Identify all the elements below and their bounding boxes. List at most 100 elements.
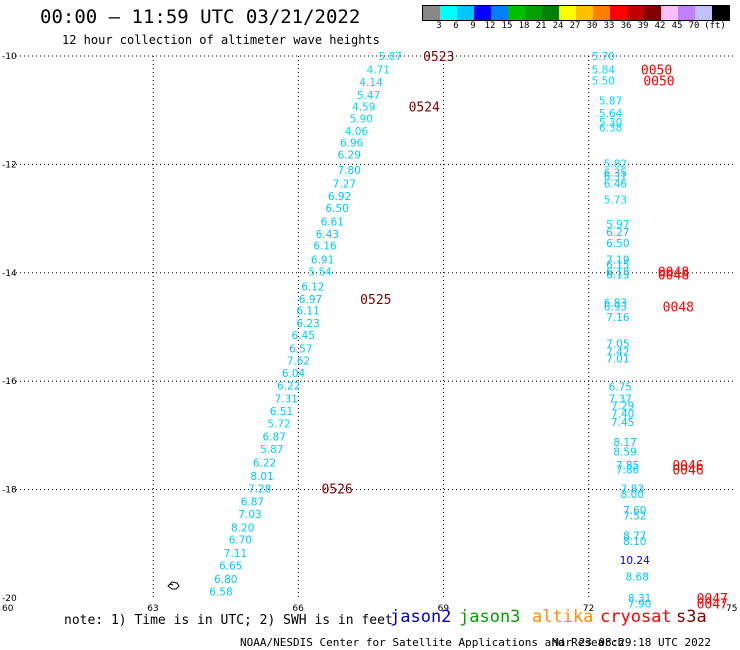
x-axis-label: 60 [2, 604, 14, 614]
color-swatch [542, 6, 559, 20]
wave-height-value: 6.29 [338, 150, 361, 162]
color-scale-tick: 70 [688, 21, 700, 31]
wave-height-value: 6.87 [263, 431, 286, 443]
wave-height-value: 6.45 [292, 330, 315, 342]
wave-height-value: 6.50 [325, 203, 348, 215]
color-swatch [440, 6, 457, 20]
legend-entry-altika: altika [532, 607, 594, 627]
color-swatch [491, 6, 508, 20]
color-scale-tick: 45 [671, 21, 683, 31]
legend-entry-s3a: s3a [676, 607, 707, 627]
wave-height-value: 7.27 [333, 178, 356, 190]
wave-height-value: 6.61 [321, 216, 344, 228]
y-axis-label: -20 [2, 594, 17, 604]
wave-height-value: 5.70 [592, 51, 615, 63]
legend-entry-jason3: jason3 [459, 607, 521, 627]
wave-height-value: 7.05 [606, 338, 629, 350]
wave-height-value: 7.01 [606, 353, 629, 365]
page-title: 00:00 – 11:59 UTC 03/21/2022 [40, 6, 361, 28]
wave-height-value: 6.18 [606, 267, 629, 279]
pass-time-label: 0047 [697, 597, 728, 612]
wave-height-value: 7.29 [611, 401, 634, 413]
x-axis-label: 75 [726, 604, 737, 614]
color-scale-tick: 33 [603, 21, 615, 31]
color-swatch [559, 6, 576, 20]
wave-height-value: 7.90 [628, 598, 651, 610]
wave-height-value: 6.87 [241, 497, 264, 509]
wave-height-value: 8.00 [621, 489, 644, 501]
pass-time-label: 0048 [658, 266, 689, 281]
wave-height-value: 8.68 [626, 571, 649, 583]
wave-height-value: 5.54 [308, 267, 332, 279]
wave-height-value: 6.91 [311, 254, 334, 266]
color-swatch [423, 6, 440, 20]
y-axis-label: -10 [2, 52, 17, 62]
wave-height-value: 7.19 [606, 254, 629, 266]
color-scale-tick: 6 [453, 21, 459, 31]
x-axis-label: 63 [147, 604, 158, 614]
color-scale-tick: 36 [620, 21, 632, 31]
pass-time-label: 0048 [663, 300, 694, 315]
wave-height-value: 7.31 [275, 394, 298, 406]
y-axis-label: -12 [2, 160, 17, 170]
color-scale-tick: 18 [518, 21, 530, 31]
credit-text: NOAA/NESDIS Center for Satellite Applica… [240, 636, 625, 649]
wave-height-value: 7.42 [606, 346, 629, 358]
wave-height-value: 5.97 [606, 219, 629, 231]
wave-height-value: 5.47 [357, 90, 380, 102]
wave-height-value: 7.62 [287, 356, 310, 368]
wave-height-value: 6.83 [604, 298, 627, 310]
wave-height-value: 5.87 [599, 95, 622, 107]
pass-time-label: 0050 [641, 64, 672, 79]
wave-height-value: 6.58 [209, 586, 232, 598]
wave-height-value: 4.14 [359, 77, 383, 89]
pass-time-label: 0050 [643, 74, 674, 89]
wave-height-value: 7.37 [609, 394, 632, 406]
wave-height-value: 6.04 [282, 368, 306, 380]
wave-height-value: 5.90 [350, 113, 373, 125]
color-swatch [712, 6, 729, 20]
wave-height-value: 8.20 [231, 523, 254, 535]
wave-height-value: 6.75 [609, 382, 632, 394]
y-axis-label: -16 [2, 377, 17, 387]
wave-height-value: 6.22 [277, 381, 300, 393]
x-axis-label: 69 [438, 604, 450, 614]
pass-time-label: 0524 [409, 100, 440, 115]
wave-height-value: 5.82 [604, 158, 627, 170]
wave-height-value: 10.24 [620, 555, 650, 567]
wave-height-value: 7.03 [238, 509, 261, 521]
wave-height-value: 7.16 [606, 312, 630, 324]
wave-height-value: 8.77 [623, 531, 646, 543]
color-scale-tick: 9 [470, 21, 476, 31]
wave-height-value: 6.70 [229, 534, 252, 546]
island-outline [167, 581, 180, 590]
color-swatch [593, 6, 610, 20]
color-swatch [678, 6, 695, 20]
wave-height-value: 7.60 [623, 505, 646, 517]
wave-height-value: 6.46 [604, 178, 628, 190]
wave-height-value: 6.35 [604, 168, 627, 180]
color-swatch [508, 6, 525, 20]
color-scale-tick: 42 [654, 21, 666, 31]
color-swatch [644, 6, 661, 20]
wave-height-value: 6.11 [296, 306, 319, 318]
wave-height-value: 6.16 [313, 241, 337, 253]
color-scale-tick: 12 [484, 21, 496, 31]
wave-height-value: 6.80 [214, 574, 237, 586]
page-subtitle: 12 hour collection of altimeter wave hei… [62, 33, 380, 47]
pass-time-label: 0525 [360, 293, 391, 308]
color-swatch [576, 6, 593, 20]
legend-entry-cryosat: cryosat [600, 607, 672, 627]
x-axis-label: 66 [292, 604, 304, 614]
wave-height-value: 5.30 [599, 117, 622, 129]
wave-height-value: 7.40 [611, 409, 634, 421]
wave-height-value: 4.71 [367, 65, 390, 77]
wave-height-value: 6.65 [219, 560, 242, 572]
wave-height-value: 6.23 [296, 318, 319, 330]
wave-height-value: 7.28 [248, 484, 271, 496]
wave-height-value: 6.96 [340, 138, 364, 150]
wave-height-value: 5.72 [267, 418, 290, 430]
wave-height-value: 5.50 [592, 75, 615, 87]
wave-height-value: 8.01 [250, 471, 273, 483]
wave-height-value: 6.13 [606, 269, 629, 281]
